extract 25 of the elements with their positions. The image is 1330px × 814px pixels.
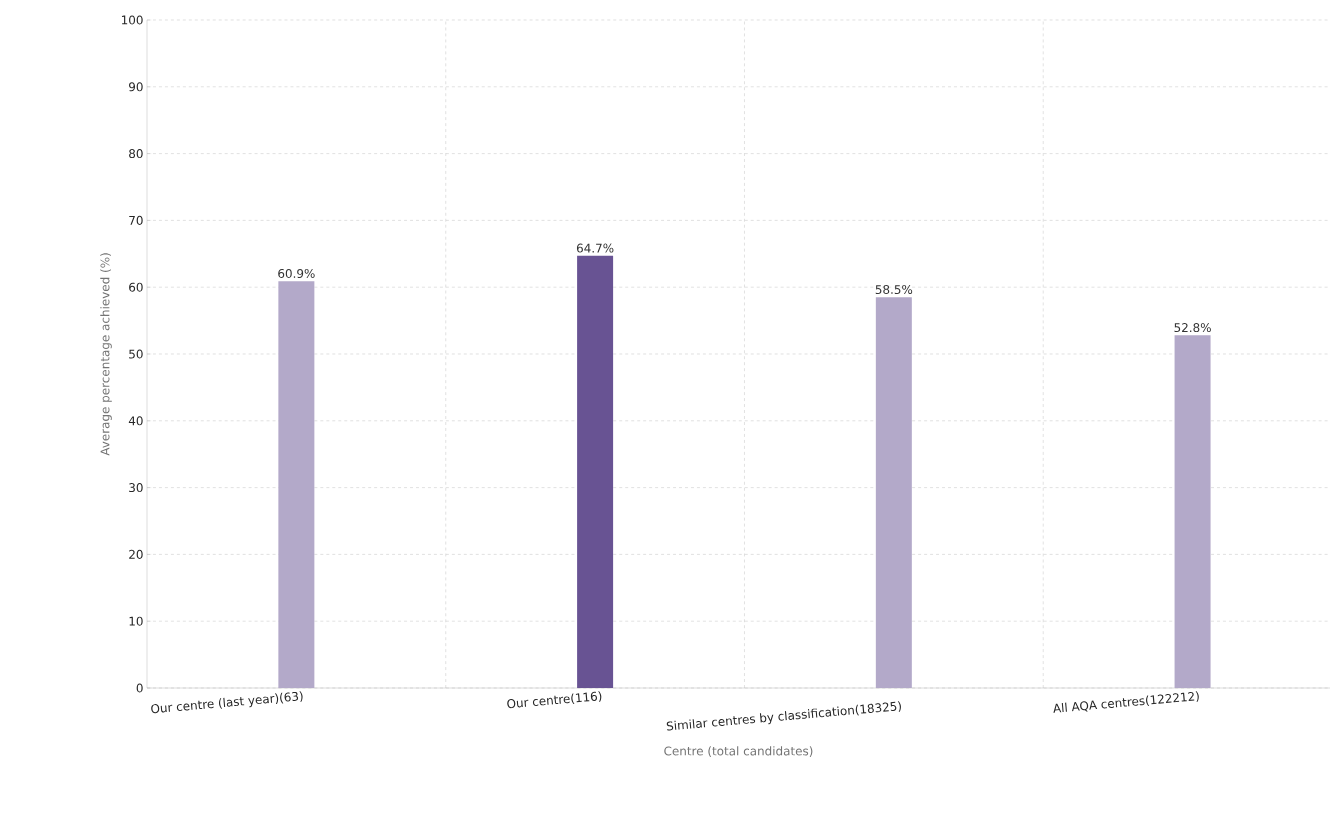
y-tick-label: 0 — [136, 683, 143, 693]
y-tick-label: 60 — [129, 282, 143, 292]
y-tick-label: 10 — [129, 616, 143, 626]
x-tick-label: Our centre (last year)(63) — [151, 691, 303, 714]
x-tick-label: Our centre(116) — [507, 691, 602, 709]
y-tick-label: 100 — [121, 15, 143, 25]
y-tick-label: 40 — [128, 416, 143, 426]
bar — [577, 255, 614, 688]
y-tick-label: 90 — [129, 82, 143, 92]
bar — [278, 281, 315, 688]
data-label: 60.9% — [278, 268, 315, 278]
data-label: 58.5% — [875, 284, 913, 295]
x-tick-label: All AQA centres(122212) — [1053, 691, 1199, 713]
x-tick-label: Similar centres by classification(18325) — [666, 701, 901, 731]
bar — [1174, 335, 1211, 688]
y-tick-label: 30 — [129, 483, 143, 493]
y-axis-title: Average percentage achieved (%) — [100, 253, 112, 456]
x-axis-title: Centre (total candidates) — [664, 746, 813, 757]
data-label: 52.8% — [1174, 323, 1211, 333]
y-tick-label: 20 — [129, 549, 143, 559]
y-tick-label: 80 — [129, 149, 143, 159]
data-label: 64.7% — [576, 243, 614, 253]
bar — [875, 297, 912, 688]
y-tick-label: 50 — [129, 349, 143, 359]
y-tick-label: 70 — [129, 215, 143, 225]
